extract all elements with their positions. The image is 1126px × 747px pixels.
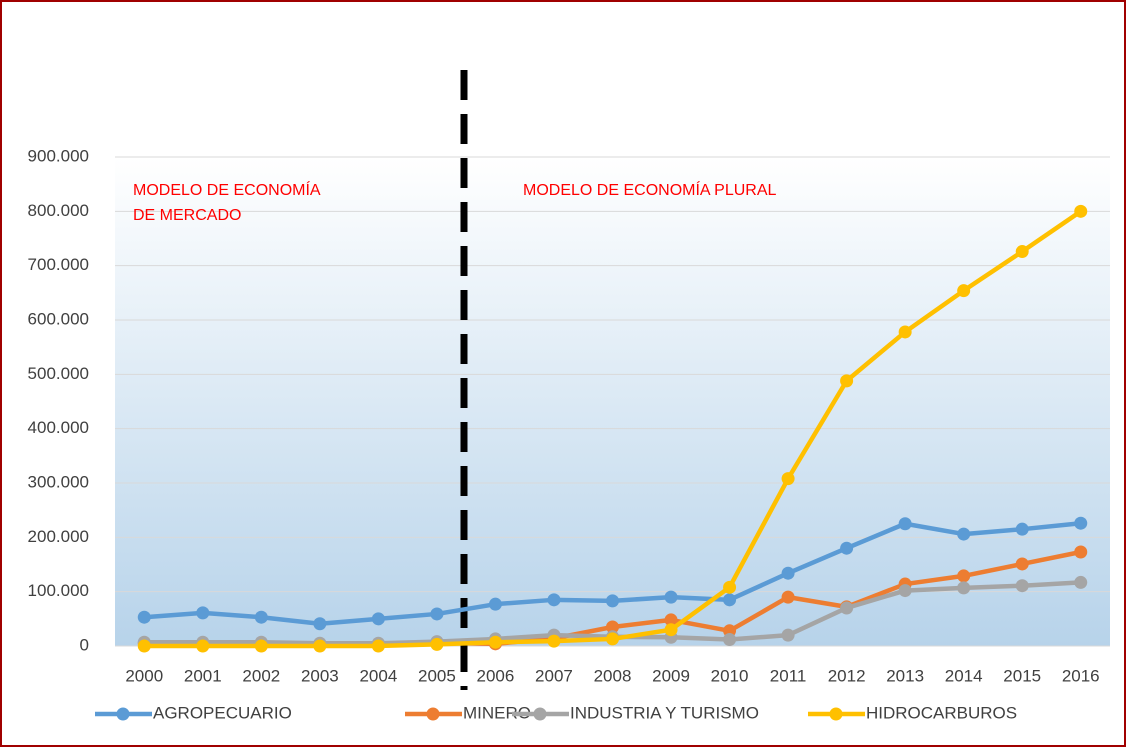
y-tick-label: 200.000 xyxy=(28,527,89,546)
y-tick-label: 800.000 xyxy=(28,201,89,220)
x-tick-label: 2011 xyxy=(770,666,807,685)
data-point xyxy=(196,606,210,620)
y-tick-label: 900.000 xyxy=(28,146,89,165)
data-point xyxy=(840,374,854,388)
x-tick-label: 2000 xyxy=(125,666,163,685)
y-tick-label: 100.000 xyxy=(28,581,89,600)
data-point xyxy=(781,566,795,580)
x-tick-label: 2010 xyxy=(711,666,749,685)
data-point xyxy=(898,325,912,339)
x-tick-label: 2016 xyxy=(1062,666,1100,685)
x-tick-label: 2004 xyxy=(359,666,397,685)
data-point xyxy=(430,637,444,651)
data-point xyxy=(1015,245,1029,259)
data-point xyxy=(898,584,912,598)
data-point xyxy=(957,527,971,541)
annotation: MODELO DE ECONOMÍA xyxy=(133,180,321,199)
x-tick-label: 2002 xyxy=(242,666,280,685)
x-tick-label: 2003 xyxy=(301,666,339,685)
data-point xyxy=(254,639,268,653)
data-point xyxy=(488,597,502,611)
legend-marker xyxy=(533,707,547,721)
data-point xyxy=(781,628,795,642)
data-point xyxy=(1074,575,1088,589)
data-point xyxy=(1015,579,1029,593)
data-point xyxy=(313,639,327,653)
data-point xyxy=(1015,522,1029,536)
data-point xyxy=(957,581,971,595)
data-point xyxy=(664,623,678,637)
data-point xyxy=(723,580,737,594)
data-point xyxy=(898,517,912,531)
data-point xyxy=(1074,204,1088,218)
data-point xyxy=(313,617,327,631)
data-point xyxy=(547,634,561,648)
y-tick-label: 700.000 xyxy=(28,255,89,274)
x-tick-label: 2007 xyxy=(535,666,573,685)
x-tick-label: 2015 xyxy=(1003,666,1041,685)
annotation: DE MERCADO xyxy=(133,207,241,224)
legend-marker xyxy=(116,707,130,721)
data-point xyxy=(840,601,854,615)
data-point xyxy=(1074,545,1088,559)
legend-label: INDUSTRIA Y TURISMO xyxy=(570,703,759,722)
x-tick-label: 2012 xyxy=(828,666,866,685)
data-point xyxy=(196,639,210,653)
x-tick-label: 2005 xyxy=(418,666,456,685)
data-point xyxy=(723,632,737,646)
legend-label: HIDROCARBUROS xyxy=(866,703,1017,722)
data-point xyxy=(1015,557,1029,571)
data-point xyxy=(488,635,502,649)
data-point xyxy=(606,594,619,608)
data-point xyxy=(606,620,619,634)
legend-marker xyxy=(426,707,440,721)
data-point xyxy=(664,613,678,627)
y-tick-label: 500.000 xyxy=(28,364,89,383)
plot-area xyxy=(115,157,1110,646)
y-tick-label: 400.000 xyxy=(28,418,89,437)
data-point xyxy=(547,593,561,607)
data-point xyxy=(781,590,795,604)
data-point xyxy=(840,541,854,555)
x-tick-label: 2009 xyxy=(652,666,690,685)
y-tick-label: 300.000 xyxy=(28,472,89,491)
data-point xyxy=(254,610,268,624)
data-point xyxy=(781,472,795,486)
x-tick-label: 2006 xyxy=(477,666,515,685)
x-tick-label: 2008 xyxy=(594,666,632,685)
data-point xyxy=(957,569,971,583)
data-point xyxy=(664,590,678,604)
data-point xyxy=(371,612,385,626)
data-point xyxy=(957,284,971,298)
legend-marker xyxy=(829,707,843,721)
x-tick-label: 2014 xyxy=(945,666,983,685)
data-point xyxy=(606,632,619,646)
data-point xyxy=(1074,516,1088,530)
data-point xyxy=(137,639,151,653)
data-point xyxy=(430,607,444,621)
y-tick-label: 600.000 xyxy=(28,309,89,328)
y-tick-label: 0 xyxy=(80,635,89,654)
legend-label: MINERO xyxy=(463,703,531,722)
data-point xyxy=(723,593,737,607)
x-tick-label: 2001 xyxy=(184,666,222,685)
data-point xyxy=(137,610,151,624)
x-tick-label: 2013 xyxy=(886,666,924,685)
data-point xyxy=(371,639,385,653)
annotation: MODELO DE ECONOMÍA PLURAL xyxy=(523,180,776,199)
legend-label: AGROPECUARIO xyxy=(153,703,292,722)
